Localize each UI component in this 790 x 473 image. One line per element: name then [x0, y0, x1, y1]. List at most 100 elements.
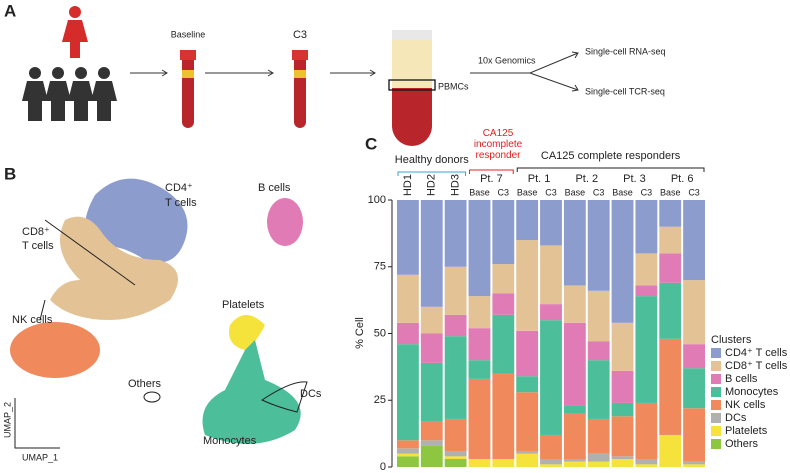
bar-segment — [492, 200, 515, 265]
y-tick-label: 75 — [374, 261, 386, 273]
person-icon — [62, 6, 88, 58]
legend-label: NK cells — [725, 399, 766, 411]
bar-segment — [516, 376, 539, 393]
cluster-label: DCs — [300, 388, 322, 400]
bar-segment — [587, 360, 610, 419]
panel-label: C — [365, 134, 377, 153]
bar-segment — [420, 421, 443, 441]
legend-label: Others — [725, 438, 759, 450]
bar-segment — [659, 200, 682, 227]
bar-segment — [397, 448, 419, 454]
panel-label: B — [4, 164, 16, 183]
umap-clusters — [10, 178, 308, 444]
bar-segment — [397, 453, 419, 457]
bar-segment — [516, 330, 539, 377]
group-label: CA125 complete responders — [541, 150, 681, 162]
bar-segment — [468, 200, 491, 297]
bar-segment — [635, 296, 658, 403]
legend-title: Clusters — [711, 334, 752, 346]
cluster-label: T cells — [165, 197, 197, 209]
legend-swatch — [711, 413, 721, 423]
bar-segment — [492, 373, 515, 459]
bar-segment — [444, 266, 467, 315]
x-tick-label: Base — [469, 187, 490, 197]
bar-segment — [444, 456, 467, 459]
bracket — [397, 171, 467, 176]
bar-segment — [683, 464, 705, 467]
bar-segment — [563, 413, 586, 459]
bar-segment — [397, 200, 419, 275]
legend-label: DCs — [725, 412, 747, 424]
bar-segment — [563, 200, 586, 286]
legend-swatch — [711, 374, 721, 384]
bar-segment — [540, 304, 562, 321]
bar-segment — [563, 322, 586, 406]
bar-segment — [683, 368, 705, 409]
bar-segment — [444, 418, 467, 451]
legend-swatch — [711, 426, 721, 436]
bar-segment — [444, 314, 467, 337]
bar-segment — [611, 458, 634, 467]
x-tick-label: C3 — [545, 187, 557, 197]
legend-swatch — [711, 439, 721, 449]
bar-segment — [587, 341, 610, 361]
x-tick-label: HD3 — [450, 174, 462, 196]
bar-segment — [420, 306, 443, 334]
panel-label: A — [4, 1, 16, 20]
bar-segment — [444, 458, 467, 467]
cluster-label: T cells — [22, 240, 54, 252]
bar-segment — [611, 370, 634, 403]
bar-segment — [659, 226, 682, 254]
bar-segment — [492, 458, 515, 467]
y-tick-label: 0 — [380, 461, 386, 473]
legend-swatch — [711, 348, 721, 358]
patient-label: Pt. 6 — [671, 173, 694, 185]
bar-segment — [540, 458, 562, 465]
patient-label: Pt. 2 — [575, 173, 598, 185]
bar-segment — [635, 458, 658, 465]
bar-segment — [563, 458, 586, 462]
bar-segment — [563, 405, 586, 414]
bar-segment — [683, 408, 705, 462]
bar-segment — [540, 200, 562, 246]
y-axis-label: % Cell — [354, 317, 366, 349]
bar-segment — [635, 285, 658, 297]
cluster-label: Monocytes — [203, 435, 257, 447]
group-label: Healthy donors — [395, 154, 469, 166]
bar-segment — [397, 344, 419, 441]
bar-segment — [587, 453, 610, 462]
tube — [180, 30, 436, 146]
bar-segment — [492, 264, 515, 294]
annotation: Baseline — [171, 29, 206, 39]
x-tick-label: C3 — [593, 187, 605, 197]
patient-label: Pt. 1 — [528, 173, 551, 185]
annotation: 10x Genomics — [478, 55, 536, 65]
bar-segment — [611, 416, 634, 457]
group-label: CA125 incomplete responder — [473, 128, 523, 161]
axis-label: UMAP_1 — [22, 452, 58, 462]
bar-segment — [659, 253, 682, 283]
annotation: Single-cell RNA-seq — [585, 46, 666, 56]
legend-swatch — [711, 361, 721, 371]
cluster-label: Others — [128, 378, 162, 390]
bar-segment — [492, 314, 515, 374]
bar-segment — [540, 245, 562, 305]
axis-label: UMAP_2 — [2, 402, 12, 438]
bar-segment — [611, 200, 634, 323]
bar-segment — [420, 362, 443, 422]
x-tick-label: HD1 — [402, 174, 414, 196]
bar-segment — [635, 200, 658, 254]
y-tick-label: 100 — [368, 194, 386, 206]
bar-segment — [659, 338, 682, 435]
bar-segment — [563, 285, 586, 323]
annotation: Single-cell TCR-seq — [585, 86, 665, 96]
annotation: C3 — [293, 29, 307, 41]
bar-segment — [420, 440, 443, 446]
bar-segment — [420, 445, 443, 467]
x-tick-label: Base — [517, 187, 538, 197]
x-tick-label: C3 — [688, 187, 700, 197]
bar-segment — [420, 200, 443, 307]
legend-label: Platelets — [725, 425, 768, 437]
